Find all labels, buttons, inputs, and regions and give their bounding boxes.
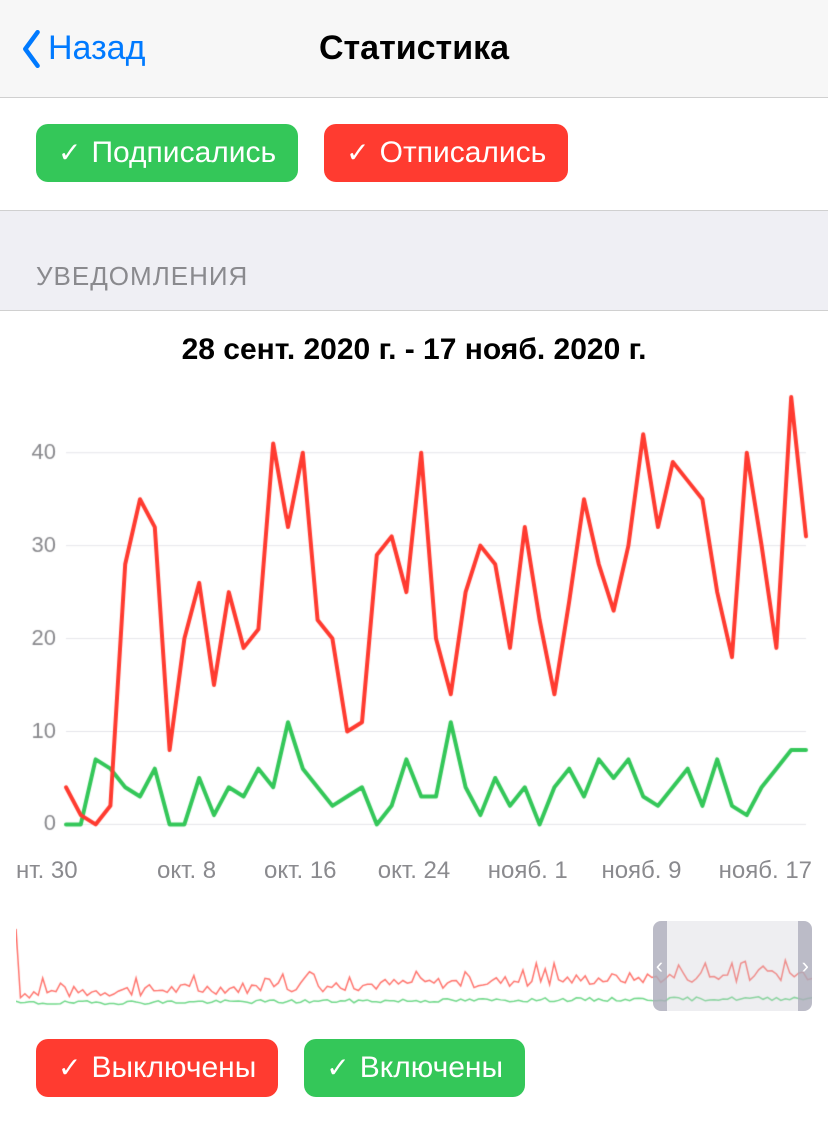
x-axis-label: окт. 24 xyxy=(357,857,471,885)
back-label: Назад xyxy=(48,29,145,68)
chart-date-range: 28 сент. 2020 г. - 17 нояб. 2020 г. xyxy=(0,311,828,377)
check-icon: ✓ xyxy=(58,139,81,167)
overview-scrubber[interactable]: ‹ › xyxy=(16,921,812,1011)
bottom-button-row: ✓ Выключены ✓ Включены xyxy=(0,1011,828,1097)
scrub-window[interactable]: ‹ › xyxy=(653,921,812,1011)
section-label: УВЕДОМЛЕНИЯ xyxy=(36,261,792,292)
subscribed-button[interactable]: ✓ Подписались xyxy=(36,124,298,182)
unsubscribed-button[interactable]: ✓ Отписались xyxy=(324,124,568,182)
x-axis-label: окт. 16 xyxy=(243,857,357,885)
x-axis-label: нояб. 9 xyxy=(585,857,699,885)
chevron-left-icon: ‹ xyxy=(656,953,663,979)
chevron-left-icon xyxy=(20,30,44,68)
on-label: Включены xyxy=(360,1053,503,1083)
back-button[interactable]: Назад xyxy=(20,29,145,68)
subscribed-label: Подписались xyxy=(91,138,276,168)
check-icon: ✓ xyxy=(326,1054,349,1082)
top-button-section: ✓ Подписались ✓ Отписались xyxy=(0,98,828,210)
x-axis-label: окт. 8 xyxy=(130,857,244,885)
x-axis-label: нт. 30 xyxy=(16,857,130,885)
x-axis-label: нояб. 17 xyxy=(698,857,812,885)
check-icon: ✓ xyxy=(58,1054,81,1082)
x-axis-label: нояб. 1 xyxy=(471,857,585,885)
off-label: Выключены xyxy=(91,1053,256,1083)
main-chart[interactable]: нт. 30окт. 8окт. 16окт. 24нояб. 1нояб. 9… xyxy=(0,377,828,885)
notifications-section-header: УВЕДОМЛЕНИЯ xyxy=(0,210,828,311)
nav-bar: Назад Статистика xyxy=(0,0,828,98)
off-button[interactable]: ✓ Выключены xyxy=(36,1039,278,1097)
x-axis-labels: нт. 30окт. 8окт. 16окт. 24нояб. 1нояб. 9… xyxy=(16,851,812,885)
chevron-right-icon: › xyxy=(802,953,809,979)
main-chart-canvas xyxy=(16,377,812,851)
top-button-row: ✓ Подписались ✓ Отписались xyxy=(36,124,792,182)
check-icon: ✓ xyxy=(346,139,369,167)
on-button[interactable]: ✓ Включены xyxy=(304,1039,525,1097)
unsubscribed-label: Отписались xyxy=(380,138,547,168)
